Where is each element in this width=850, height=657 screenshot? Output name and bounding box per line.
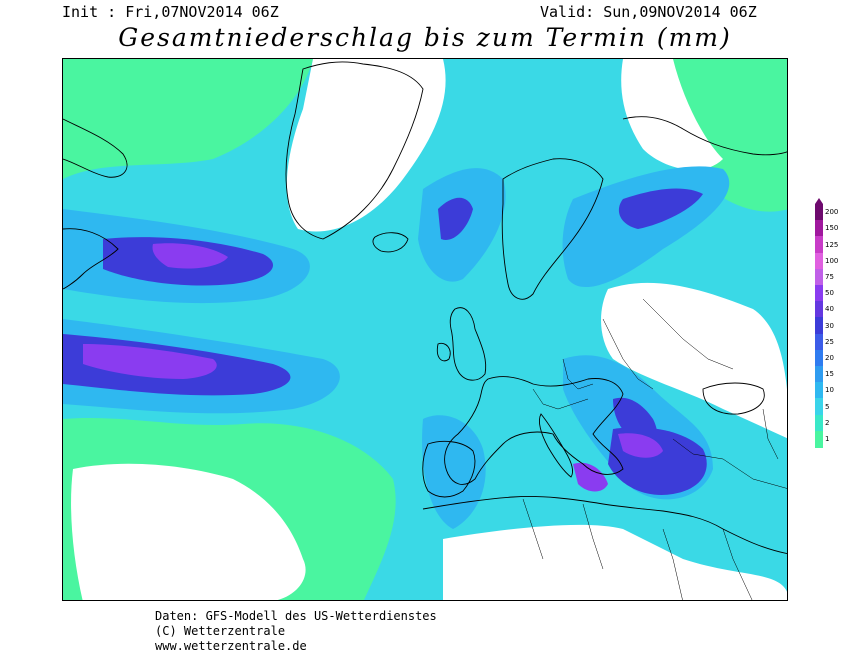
legend-swatch	[815, 414, 823, 432]
legend-swatch	[815, 366, 823, 383]
legend-swatch	[815, 301, 823, 319]
dry-area-central-europe	[601, 282, 787, 439]
legend-swatch	[815, 236, 823, 254]
legend-label: 125	[825, 240, 839, 249]
legend-swatch	[815, 398, 823, 416]
legend-swatch	[815, 349, 823, 367]
init-time: Init : Fri,07NOV2014 06Z	[62, 3, 279, 21]
border-line	[642, 298, 734, 370]
border-line	[602, 318, 654, 390]
uk-coast	[436, 307, 487, 381]
valid-time: Valid: Sun,09NOV2014 06Z	[540, 3, 757, 21]
map-title: Gesamtniederschlag bis zum Termin (mm)	[118, 23, 732, 52]
legend-label: 10	[825, 386, 834, 395]
footer-data-source: Daten: GFS-Modell des US-Wetterdienstes	[155, 609, 437, 623]
iceland-coast	[372, 232, 409, 253]
border-line	[722, 528, 753, 600]
border-line	[762, 408, 779, 460]
border-line	[532, 388, 589, 410]
dry-area-south-atlantic	[71, 463, 306, 600]
border-line	[662, 528, 683, 600]
precipitation-legend: 200 150 125 100 75 50 40 30 25 20 15 10 5 2 1	[813, 198, 850, 454]
border-line	[672, 438, 787, 489]
black-sea-coast	[702, 382, 765, 415]
precip-band-medium-6	[422, 415, 486, 529]
dry-area-greenland	[286, 59, 446, 232]
russia-coast	[622, 116, 787, 156]
coastlines	[63, 61, 787, 555]
north-africa-coast	[422, 496, 787, 555]
legend-label: 100	[825, 256, 839, 265]
italy-coast	[538, 413, 574, 478]
legend-swatch	[815, 268, 823, 286]
legend-label: 25	[825, 337, 834, 346]
legend-swatch	[815, 252, 823, 270]
legend-label: 200	[825, 208, 839, 217]
country-borders	[522, 298, 787, 600]
legend-label: 40	[825, 305, 834, 314]
legend-label: 75	[825, 272, 834, 281]
footer-website: www.wetterzentrale.de	[155, 639, 307, 653]
legend-label: 50	[825, 289, 834, 298]
precip-core-heavy-6	[618, 188, 703, 229]
legend-label: 30	[825, 321, 834, 330]
legend-label: 1	[825, 434, 830, 443]
legend-label: 5	[825, 402, 830, 411]
legend-swatch	[815, 430, 823, 448]
border-line	[582, 503, 604, 570]
legend-swatch	[815, 317, 823, 335]
precip-core-extreme-3	[573, 462, 608, 492]
precip-core-extreme-4	[618, 433, 663, 458]
legend-top-arrow	[815, 198, 823, 204]
precip-core-extreme-2	[152, 243, 228, 269]
precip-fields	[63, 59, 787, 600]
scandinavia-coast	[501, 158, 604, 300]
legend-label: 2	[825, 418, 830, 427]
precip-core-heavy-3	[438, 197, 473, 240]
legend-swatch	[815, 382, 823, 400]
dry-area-africa	[443, 524, 787, 600]
footer-copyright: (C) Wetterzentrale	[155, 624, 286, 638]
canada-coast	[63, 118, 128, 290]
iberia-coast	[422, 440, 476, 498]
legend-label: 150	[825, 224, 839, 233]
greenland-coast	[285, 61, 424, 240]
legend-swatch	[815, 204, 823, 221]
legend-label: 15	[825, 370, 834, 379]
precip-area-light-east	[663, 59, 787, 212]
legend-label: 20	[825, 353, 834, 362]
precip-area-light-north	[63, 59, 313, 179]
legend-swatch	[815, 220, 823, 238]
footer-credits: Daten: GFS-Modell des US-Wetterdienstes …	[155, 609, 437, 654]
precip-core-extreme-1	[83, 344, 217, 379]
dry-area-northeast	[621, 59, 723, 170]
border-line	[522, 498, 544, 560]
legend-swatch	[815, 333, 823, 351]
border-line	[562, 358, 594, 390]
precipitation-map	[62, 58, 788, 601]
legend-swatch	[815, 285, 823, 302]
